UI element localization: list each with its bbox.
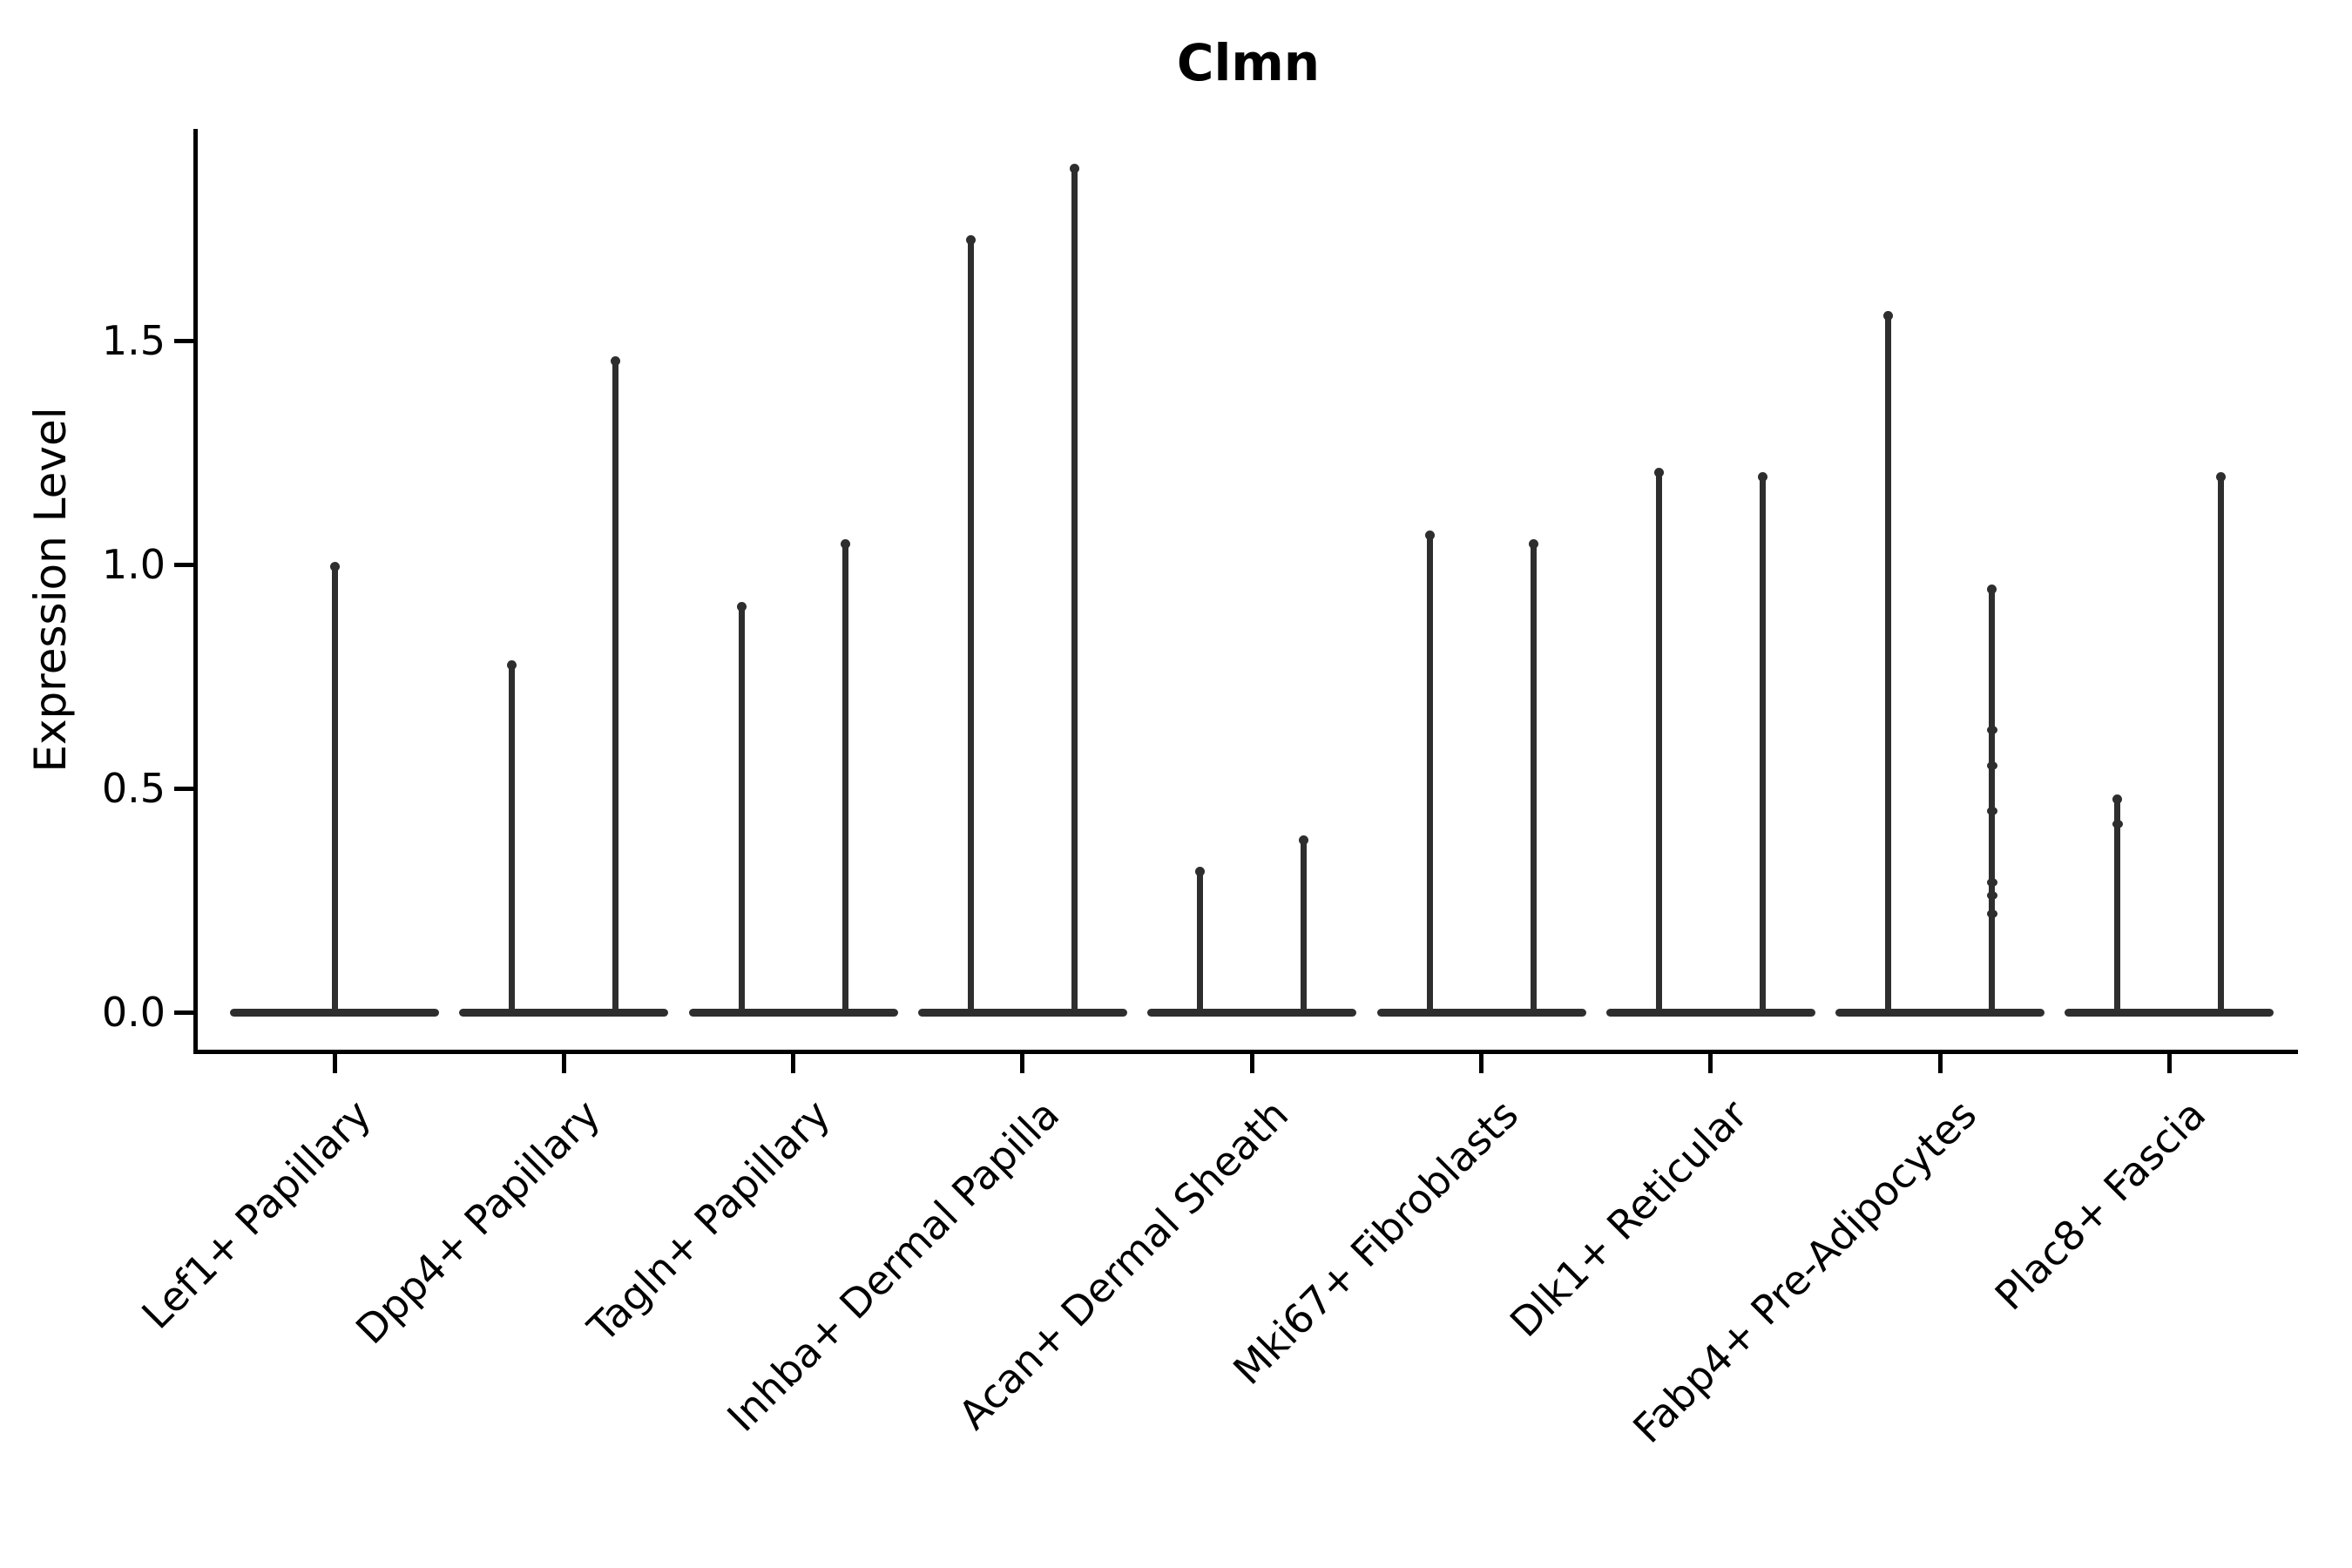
chart-title: Clmn	[1176, 33, 1321, 92]
x-tick-label: Dlk1+ Reticular	[1500, 1091, 1756, 1347]
violin-base	[459, 1008, 669, 1017]
violin-tip-cap	[329, 562, 340, 571]
violin-tail-spike	[967, 237, 974, 1012]
cell-jitter-point	[2112, 820, 2123, 829]
x-tick-mark	[1020, 1054, 1025, 1073]
violin-tip-cap	[1528, 539, 1538, 550]
violin-tip-cap	[1424, 531, 1435, 541]
violin-tip-cap	[1195, 866, 1206, 876]
x-tick-label: Tagln+ Papillary	[578, 1091, 839, 1351]
violin-tip-cap	[1069, 163, 1079, 173]
violin-tip-cap	[1653, 468, 1664, 478]
violin-base	[2065, 1008, 2274, 1017]
y-axis-label: Expression Level	[25, 407, 76, 773]
violin-tail-spike	[841, 542, 848, 1012]
violin-base	[1147, 1008, 1357, 1017]
violin-tail-spike	[1301, 837, 1308, 1012]
x-axis-spine	[193, 1050, 2298, 1054]
x-tick-mark	[332, 1054, 337, 1073]
y-axis-spine	[193, 129, 198, 1054]
violin-base	[917, 1008, 1127, 1017]
violin-tip-cap	[507, 660, 517, 671]
y-tick-label: 0.5	[101, 765, 166, 812]
violin-tip-cap	[1883, 311, 1894, 321]
cell-jitter-point	[1986, 891, 1997, 901]
violin-tip-cap	[840, 539, 850, 550]
violin-tail-spike	[1071, 166, 1078, 1012]
violin-tail-spike	[1759, 475, 1766, 1012]
cell-jitter-point	[1986, 806, 1997, 815]
y-tick-label: 1.5	[101, 317, 166, 364]
y-tick-mark	[174, 338, 193, 343]
cell-jitter-point	[1986, 726, 1997, 735]
cell-jitter-point	[1986, 909, 1997, 918]
violin-tip-cap	[965, 234, 976, 245]
violin-base	[1376, 1008, 1586, 1017]
violin-tail-spike	[1426, 533, 1433, 1012]
violin-tail-spike	[738, 605, 745, 1012]
x-tick-label: Plac8+ Fascia	[1986, 1091, 2215, 1320]
violin-tip-cap	[1987, 584, 1997, 594]
violin-base	[1605, 1008, 1815, 1017]
violin-tail-spike	[331, 564, 338, 1012]
violin-tail-spike	[2218, 475, 2225, 1012]
violin-tip-cap	[1757, 472, 1767, 483]
violin-tip-cap	[2216, 472, 2227, 483]
y-tick-mark	[174, 562, 193, 567]
y-tick-mark	[174, 786, 193, 791]
x-tick-label: Dpp4+ Papillary	[347, 1091, 610, 1354]
x-tick-mark	[1937, 1054, 1943, 1073]
violin-base	[688, 1008, 898, 1017]
x-tick-mark	[1249, 1054, 1254, 1073]
x-tick-label: Lef1+ Papillary	[132, 1091, 381, 1338]
cell-jitter-point	[1986, 877, 1997, 887]
y-tick-mark	[174, 1010, 193, 1015]
violin-tail-spike	[1885, 314, 1892, 1012]
violin-tail-spike	[612, 358, 619, 1012]
violin-tail-spike	[1655, 470, 1662, 1012]
y-tick-label: 1.0	[101, 541, 166, 588]
violin-tail-spike	[2114, 797, 2121, 1012]
x-tick-mark	[1708, 1054, 1713, 1073]
violin-tip-cap	[2112, 794, 2123, 805]
violin-tail-spike	[509, 663, 516, 1012]
cell-jitter-point	[1986, 761, 1997, 771]
violin-base	[230, 1008, 439, 1017]
x-tick-mark	[561, 1054, 566, 1073]
violin-tail-spike	[1989, 586, 1996, 1012]
violin-tip-cap	[611, 355, 621, 366]
y-tick-label: 0.0	[101, 989, 166, 1036]
x-tick-mark	[791, 1054, 796, 1073]
x-tick-mark	[1479, 1054, 1484, 1073]
violin-tip-cap	[1299, 835, 1309, 845]
violin-base	[1835, 1008, 2045, 1017]
violin-tail-spike	[1197, 868, 1204, 1012]
violin-tip-cap	[736, 602, 747, 612]
x-tick-mark	[2166, 1054, 2172, 1073]
violin-tail-spike	[1530, 542, 1537, 1012]
